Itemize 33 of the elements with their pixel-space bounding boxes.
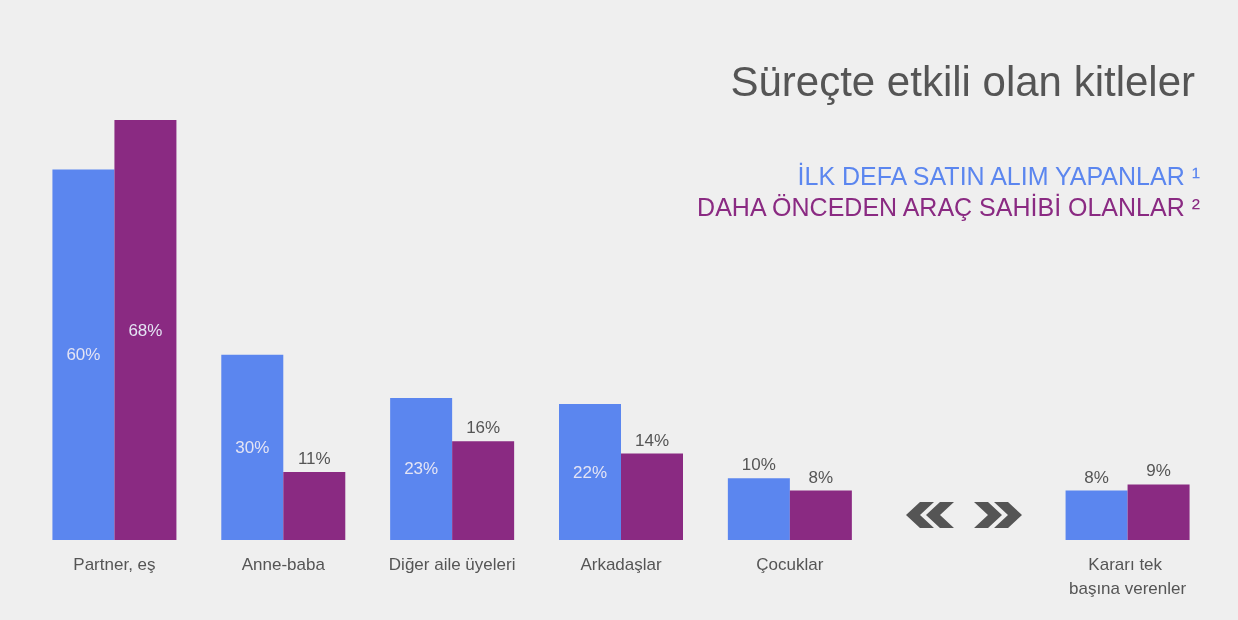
- bar: [221, 354, 284, 540]
- x-tick-label: Arkadaşlar: [580, 554, 662, 574]
- bar: [621, 453, 683, 540]
- bar: [727, 478, 790, 540]
- x-tick-label: Anne-baba: [241, 554, 326, 574]
- x-tick-label: Çocuklar: [756, 554, 824, 574]
- text: İLK DEFA SATIN ALIM YAPANLAR ¹: [797, 161, 1200, 190]
- bar: [390, 397, 453, 540]
- bar: [1065, 490, 1128, 540]
- bar: [283, 472, 346, 540]
- data-label: 23%: [404, 459, 439, 479]
- data-label: 10%: [741, 455, 776, 475]
- data-label: 16%: [466, 418, 501, 438]
- bar: [789, 490, 852, 540]
- data-label: 68%: [128, 320, 163, 340]
- data-label: 60%: [66, 345, 101, 365]
- chart-title: Süreçte etkili olan kitleler: [730, 57, 1196, 105]
- bar: [452, 441, 515, 540]
- text: DAHA ÖNCEDEN ARAÇ SAHİBİ OLANLAR ²: [697, 192, 1200, 221]
- data-label: 11%: [297, 449, 331, 469]
- data-label: 14%: [634, 430, 670, 450]
- x-tick-label: Kararı tek başına verenler: [1068, 554, 1187, 598]
- data-label: 8%: [808, 467, 834, 487]
- bar: [1127, 484, 1190, 540]
- bar: [52, 169, 115, 540]
- bar: [559, 404, 621, 540]
- data-label: 8%: [1084, 467, 1109, 487]
- x-tick-label: Partner, eş: [73, 554, 156, 574]
- data-label: 9%: [1146, 461, 1171, 481]
- bar: [114, 120, 177, 540]
- x-tick-label: Diğer aile üyeleri: [388, 554, 516, 574]
- data-label: 22%: [572, 462, 608, 482]
- data-label: 30%: [235, 437, 270, 457]
